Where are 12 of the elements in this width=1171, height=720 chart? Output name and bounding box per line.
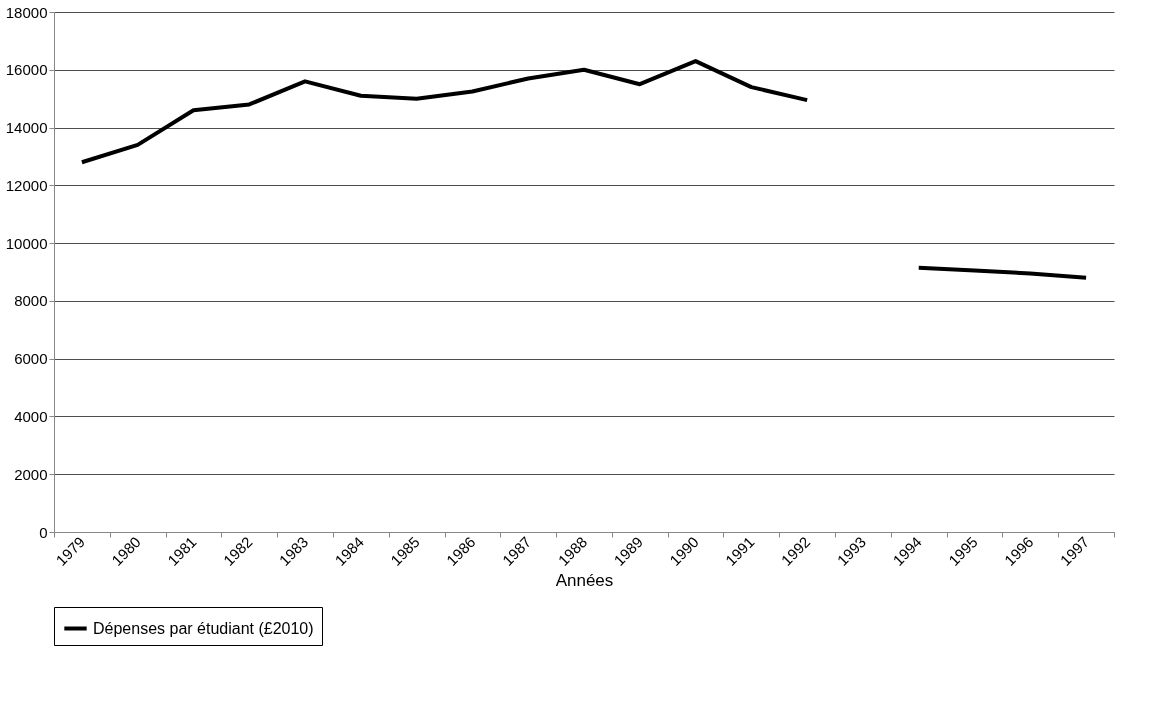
y-tick-label: 2000 [14, 465, 48, 483]
y-tick-label: 0 [39, 523, 48, 541]
y-tick-label: 8000 [14, 292, 48, 310]
y-tick-label: 18000 [5, 3, 48, 21]
y-tick-label: 14000 [5, 119, 48, 137]
legend-label: Dépenses par étudiant (£2010) [93, 619, 314, 637]
y-tick-label: 16000 [5, 61, 48, 79]
x-axis-title: Années [555, 570, 614, 590]
y-tick-label: 12000 [5, 176, 48, 194]
y-tick-label: 10000 [5, 234, 48, 252]
y-tick-label: 6000 [14, 350, 48, 368]
y-tick-label: 4000 [14, 407, 48, 425]
